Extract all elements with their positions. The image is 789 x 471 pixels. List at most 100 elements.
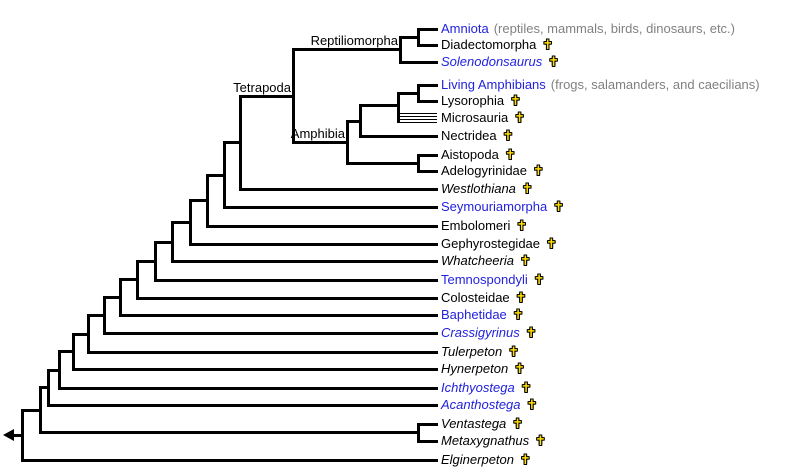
tip-label-solenodonsaurus[interactable]: Solenodonsaurus <box>441 54 543 69</box>
gephyrostegidae-branch <box>189 243 438 246</box>
lysorophia-branch <box>417 100 438 103</box>
extinct-dagger: ✝ <box>514 111 526 126</box>
tip-label-baphetidae[interactable]: Baphetidae <box>441 307 507 322</box>
temnospondyli-node-stub <box>154 241 173 244</box>
tip-label-colosteidae: Colosteidae <box>441 290 510 305</box>
whatcheeria-node-stub <box>171 221 191 224</box>
extinct-dagger: ✝ <box>508 345 520 360</box>
tip-note-amniota: (reptiles, mammals, birds, dinosaurs, et… <box>493 21 735 36</box>
extinct-dagger: ✝ <box>504 148 516 163</box>
tip-row-amniota: Amniota (reptiles, mammals, birds, dinosa… <box>441 21 735 37</box>
extinct-dagger: ✝ <box>512 417 524 432</box>
living-lysorophia-node <box>417 84 420 102</box>
ventastega-metaxygnathus-stub <box>39 431 419 434</box>
elginerpeton-branch <box>21 459 438 462</box>
tip-label-hynerpeton: Hynerpeton <box>441 361 509 376</box>
tip-label-embolomeri: Embolomeri <box>441 218 511 233</box>
hynerpeton-node <box>72 333 75 370</box>
extinct-dagger: ✝ <box>546 237 557 252</box>
tip-label-crassigyrinus[interactable]: Crassigyrinus <box>441 325 520 340</box>
ichthyostega-node <box>58 350 61 389</box>
tip-label-metaxygnathus: Metaxygnathus <box>441 433 530 448</box>
tip-row-lysorophia: Lysorophia ✝ <box>441 93 521 109</box>
diadectomorpha-branch <box>417 44 438 47</box>
crassigyrinus-branch <box>103 332 438 335</box>
tip-label-acanthostega[interactable]: Acanthostega <box>441 397 521 412</box>
baphetidae-branch <box>119 314 438 317</box>
tip-row-temnospondyli: Temnospondyli ✝ <box>441 272 545 288</box>
tip-label-ichthyostega[interactable]: Ichthyostega <box>441 380 515 395</box>
seymouriamorpha-node <box>223 141 226 208</box>
extinct-dagger: ✝ <box>553 200 565 215</box>
acanthostega-branch <box>47 404 438 407</box>
westlothiana-branch <box>239 188 438 191</box>
extinct-dagger: ✝ <box>548 55 560 70</box>
tip-row-baphetidae: Baphetidae ✝ <box>441 307 524 323</box>
extinct-dagger: ✝ <box>520 381 532 396</box>
tip-label-westlothiana: Westlothiana <box>441 181 516 196</box>
tip-row-hynerpeton: Hynerpeton ✝ <box>441 361 525 377</box>
nectridea-node-stub <box>346 120 361 123</box>
tip-row-crassigyrinus: Crassigyrinus ✝ <box>441 325 537 341</box>
extinct-dagger: ✝ <box>502 129 514 144</box>
microsauria-paraphyly-hatch-3 <box>400 119 437 120</box>
ventastega-metaxygnathus-parent <box>39 386 42 433</box>
tip-label-adelogyrinidae: Adelogyrinidae <box>441 163 528 178</box>
amniota-diadectomorpha-stub <box>399 36 419 39</box>
tip-label-whatcheeria: Whatcheeria <box>441 253 514 268</box>
tip-label-temnospondyli[interactable]: Temnospondyli <box>441 272 528 287</box>
nectridea-node <box>359 104 362 137</box>
tip-label-ventastega: Ventastega <box>441 416 507 431</box>
extinct-dagger: ✝ <box>512 308 524 323</box>
tetrapoda-node <box>292 48 295 143</box>
tip-label-amniota[interactable]: Amniota <box>441 21 489 36</box>
extinct-dagger: ✝ <box>535 434 547 449</box>
reptiliomorpha-branch <box>292 48 401 51</box>
extinct-dagger: ✝ <box>516 219 528 234</box>
gephyrostegidae-node-stub <box>189 199 208 202</box>
colosteidae-node <box>136 260 139 299</box>
tip-row-ichthyostega: Ichthyostega ✝ <box>441 380 532 396</box>
tip-row-ventastega: Ventastega ✝ <box>441 416 523 432</box>
microsauria-node-stub <box>359 104 399 107</box>
extinct-dagger: ✝ <box>520 453 531 468</box>
nectridea-branch <box>359 135 438 138</box>
ichthyostega-node-stub <box>58 350 74 353</box>
seymouriamorpha-branch <box>223 206 438 209</box>
tip-row-westlothiana: Westlothiana ✝ <box>441 181 533 197</box>
tulerpeton-node <box>87 314 90 353</box>
living-lysorophia-stub <box>397 92 419 95</box>
microsauria-node <box>397 92 400 123</box>
tip-label-lysorophia: Lysorophia <box>441 93 505 108</box>
tip-label-diadectomorpha: Diadectomorpha <box>441 37 537 52</box>
clade-label-tetrapoda: Tetrapoda <box>233 80 291 95</box>
embolomeri-node-stub <box>206 174 225 177</box>
tip-label-seymouriamorpha[interactable]: Seymouriamorpha <box>441 199 548 214</box>
tip-row-seymouriamorpha: Seymouriamorpha ✝ <box>441 199 564 215</box>
clade-label-reptiliomorpha: Reptiliomorpha <box>310 33 398 48</box>
amphibia-branch <box>292 141 348 144</box>
embolomeri-node <box>206 174 209 227</box>
tip-label-living-amphibians[interactable]: Living Amphibians <box>441 77 546 92</box>
tip-label-gephyrostegidae: Gephyrostegidae <box>441 236 541 251</box>
microsauria-paraphyly-hatch-2 <box>400 116 437 117</box>
crassigyrinus-node-stub <box>103 296 121 299</box>
aistopoda-adelogyrinidae-node <box>417 154 420 172</box>
root-node-stub <box>21 409 41 412</box>
aistopoda-adelogyrinidae-stub <box>346 162 419 165</box>
extinct-dagger: ✝ <box>533 164 544 179</box>
extinct-dagger: ✝ <box>510 94 522 109</box>
tip-label-aistopoda: Aistopoda <box>441 147 499 162</box>
adelogyrinidae-branch <box>417 170 438 173</box>
solenodonsaurus-branch <box>399 61 438 64</box>
tip-row-living-amphibians: Living Amphibians (frogs, salamanders, an… <box>441 77 760 93</box>
tip-note-living-amphibians: (frogs, salamanders, and caecilians) <box>550 77 760 92</box>
tip-row-microsauria: Microsauria ✝ <box>441 110 525 126</box>
whatcheeria-node <box>171 221 174 262</box>
crassigyrinus-node <box>103 296 106 334</box>
acanthostega-node-stub <box>47 369 60 372</box>
reptiliomorpha-node <box>399 36 402 63</box>
microsauria-paraphyly-hatch-1 <box>400 113 437 114</box>
